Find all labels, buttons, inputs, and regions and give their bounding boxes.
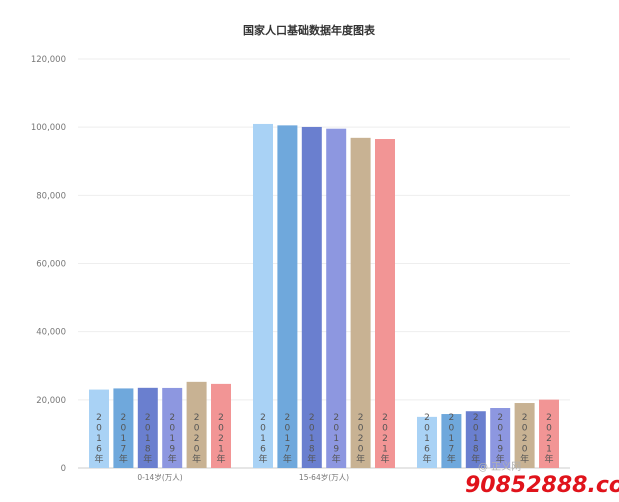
y-tick-label: 20,000 [36, 396, 66, 406]
x-category-label: 15-64岁(万人) [299, 472, 349, 482]
bar [350, 137, 371, 468]
gridlines [78, 58, 570, 469]
bars: 2 0 1 6 年 2 0 1 7 年 2 0 1 8 年 2 0 1 9 年 2 0 2 0 年 2 0 2 1 年 2 0 1 6 年 2 0 1 7 年… [89, 123, 559, 469]
y-tick-label: 80,000 [36, 191, 66, 201]
bar [514, 403, 535, 468]
watermark-small-text: @ 正义网 [478, 461, 521, 473]
bar [211, 383, 231, 468]
y-tick-label: 0 [61, 464, 66, 474]
watermark-text: 90852888.com [465, 473, 619, 498]
y-tick-label: 40,000 [36, 328, 66, 338]
bar [326, 128, 347, 468]
y-axis-ticks: 0 20,000 40,000 60,000 80,000 100,000 120,000 [31, 55, 66, 474]
bar [417, 416, 437, 468]
bar [539, 399, 559, 468]
bar [277, 125, 298, 468]
bar [113, 388, 134, 468]
bar [253, 123, 273, 468]
bar [441, 414, 462, 468]
bar [490, 408, 511, 468]
bar [162, 387, 183, 468]
bar [301, 126, 322, 468]
x-axis-categories: 0-14岁(万人) 15-64岁(万人) [137, 472, 349, 482]
x-category-label: 0-14岁(万人) [137, 472, 182, 482]
bar [375, 139, 395, 469]
bar [89, 389, 109, 468]
bar [186, 381, 207, 468]
y-tick-label: 100,000 [31, 123, 66, 133]
y-tick-label: 60,000 [36, 260, 66, 270]
y-tick-label: 120,000 [31, 55, 66, 65]
watermark: @ 正义网 90852888.com [465, 461, 619, 498]
bar [137, 387, 158, 468]
bar [465, 411, 486, 468]
chart-title: 国家人口基础数据年度图表 [243, 23, 376, 37]
